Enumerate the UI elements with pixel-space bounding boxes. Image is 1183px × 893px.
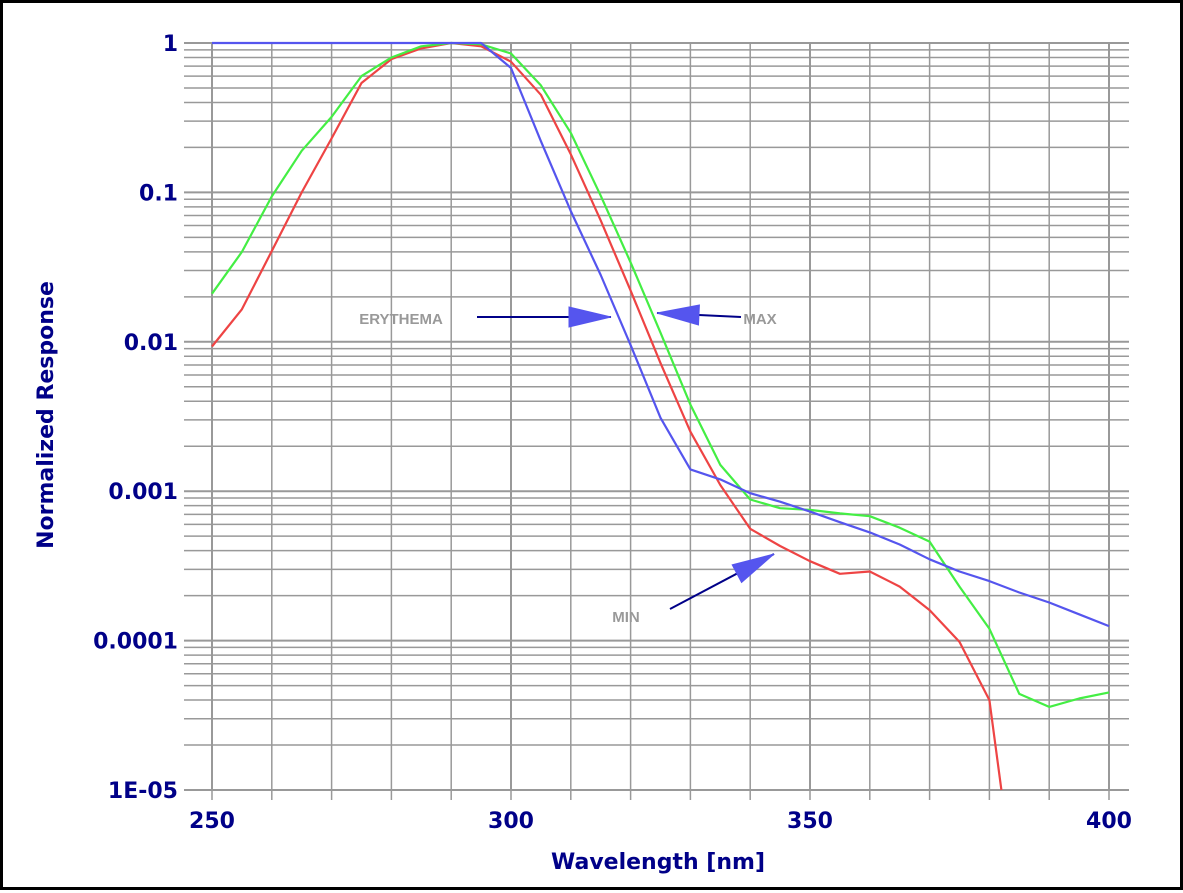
annotations: ERYTHEMA MAX MIN [359,304,777,626]
series-line-min [212,41,1110,628]
y-axis-title: Normalized Response [34,281,59,549]
y-tick-label: 0.0001 [93,630,178,655]
tick-labels: 1 0.1 0.01 0.001 0.0001 1E-05 250 300 350 400 [93,32,1132,834]
series-line-erythema [211,41,1003,791]
grid [184,42,1129,800]
x-tick-label: 350 [787,809,833,834]
y-tick-label: 0.01 [124,331,178,356]
y-tick-label: 1E-05 [108,779,178,804]
max-arrow-head [656,304,700,326]
annotation-min: MIN [612,609,640,626]
erythema-arrow-head [568,306,612,328]
annotation-max: MAX [743,311,776,328]
series-line-max [211,41,1110,709]
x-tick-label: 400 [1086,809,1132,834]
y-tick-label: 0.1 [139,181,178,206]
annotation-erythema: ERYTHEMA [359,311,443,328]
x-axis-title: Wavelength [nm] [551,850,765,875]
min-arrow-head [731,553,775,584]
y-tick-label: 1 [163,32,178,57]
response-chart: ERYTHEMA MAX MIN 1 0.1 0.01 0.001 0.0001 1E-05 2… [34,32,1132,875]
x-tick-label: 250 [189,809,235,834]
y-tick-label: 0.001 [108,480,178,505]
series-layer [211,41,1110,791]
x-tick-label: 300 [488,809,534,834]
